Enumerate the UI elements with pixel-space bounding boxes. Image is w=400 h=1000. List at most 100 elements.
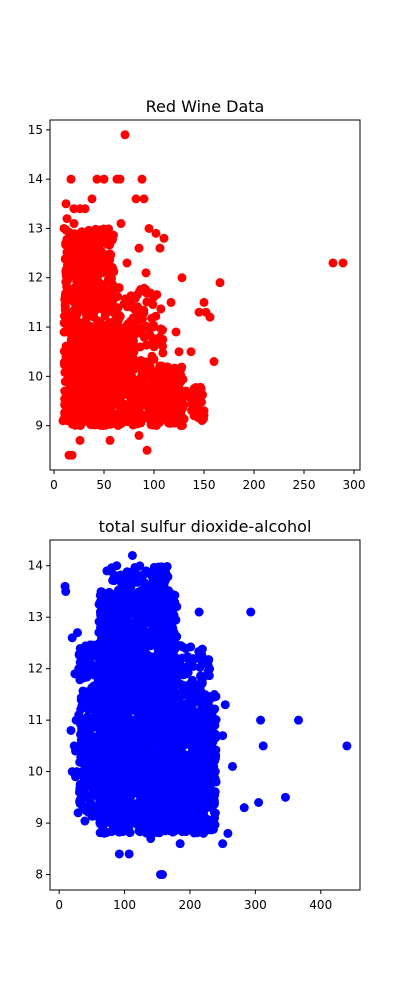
- data-point: [161, 602, 171, 612]
- data-point: [95, 292, 105, 302]
- data-point: [194, 798, 204, 808]
- data-point: [181, 386, 191, 396]
- data-point: [149, 727, 159, 737]
- data-point: [87, 686, 97, 696]
- data-point: [187, 815, 197, 825]
- x-tick-label: 50: [96, 478, 111, 492]
- data-point: [166, 297, 176, 307]
- data-point: [104, 253, 114, 263]
- data-point: [168, 681, 178, 691]
- data-point: [60, 254, 70, 264]
- data-point: [136, 598, 146, 608]
- data-point: [139, 808, 149, 818]
- data-point: [132, 360, 142, 370]
- data-point: [80, 816, 90, 826]
- data-point: [61, 326, 71, 336]
- data-point: [170, 714, 180, 724]
- data-point: [99, 174, 109, 184]
- data-point: [246, 607, 256, 617]
- data-point: [79, 718, 89, 728]
- data-point: [120, 130, 130, 140]
- data-point: [75, 675, 85, 685]
- data-point: [175, 839, 185, 849]
- data-point: [106, 284, 116, 294]
- data-point: [149, 411, 159, 421]
- data-point: [227, 761, 237, 771]
- data-point: [182, 764, 192, 774]
- data-point: [134, 243, 144, 253]
- data-point: [123, 795, 133, 805]
- y-tick-label: 14: [28, 559, 43, 573]
- data-point: [124, 706, 134, 716]
- data-point: [184, 715, 194, 725]
- data-point: [135, 790, 145, 800]
- x-tick-label: 100: [143, 478, 166, 492]
- data-point: [206, 731, 216, 741]
- data-point: [146, 834, 156, 844]
- data-point: [161, 761, 171, 771]
- data-point: [122, 650, 132, 660]
- data-point: [86, 252, 96, 262]
- data-point: [156, 304, 166, 314]
- data-point: [113, 706, 123, 716]
- data-point: [129, 568, 139, 578]
- data-point: [72, 323, 82, 333]
- data-point: [61, 199, 71, 209]
- data-point: [138, 729, 148, 739]
- plot-frame: [49, 119, 361, 471]
- data-point: [169, 727, 179, 737]
- data-point: [102, 827, 112, 837]
- data-point: [123, 355, 133, 365]
- data-point: [87, 194, 97, 204]
- data-point: [159, 233, 169, 243]
- data-point: [141, 268, 151, 278]
- data-point: [75, 387, 85, 397]
- data-point: [142, 602, 152, 612]
- data-point: [177, 398, 187, 408]
- data-point: [176, 411, 186, 421]
- data-point: [139, 756, 149, 766]
- data-point: [198, 828, 208, 838]
- y-tick-label: 14: [28, 172, 43, 186]
- data-point: [142, 445, 152, 455]
- data-point: [152, 638, 162, 648]
- data-point: [139, 194, 149, 204]
- data-point: [109, 411, 119, 421]
- y-tick-label: 15: [28, 123, 43, 137]
- data-point: [157, 712, 167, 722]
- data-point: [161, 694, 171, 704]
- data-point: [145, 322, 155, 332]
- data-point: [140, 686, 150, 696]
- data-point: [141, 566, 151, 576]
- data-point: [169, 645, 179, 655]
- data-point: [96, 610, 106, 620]
- data-point: [134, 430, 144, 440]
- data-point: [152, 824, 162, 834]
- data-point: [142, 297, 152, 307]
- data-point: [174, 347, 184, 357]
- data-point: [159, 391, 169, 401]
- data-point: [108, 357, 118, 367]
- data-point: [137, 285, 147, 295]
- data-point: [135, 623, 145, 633]
- data-point: [85, 640, 95, 650]
- data-point: [97, 238, 107, 248]
- red-wine-chart: Red Wine Data 0 50 100 150 200 250 30091011121…: [28, 97, 366, 492]
- data-point: [172, 674, 182, 684]
- data-point: [71, 746, 81, 756]
- data-point: [197, 649, 207, 659]
- data-point: [97, 793, 107, 803]
- data-point: [149, 342, 159, 352]
- data-point: [211, 777, 221, 787]
- data-point: [97, 770, 107, 780]
- data-point: [158, 726, 168, 736]
- data-point: [294, 715, 304, 725]
- data-point: [203, 784, 213, 794]
- data-point: [108, 575, 118, 585]
- data-point: [111, 373, 121, 383]
- data-point: [99, 666, 109, 676]
- data-point: [121, 803, 131, 813]
- data-point: [102, 703, 112, 713]
- data-point: [72, 628, 82, 638]
